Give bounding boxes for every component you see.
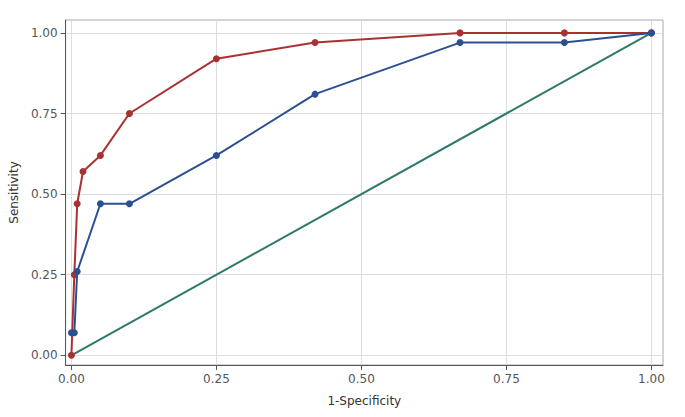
svg-text:0.75: 0.75 (31, 107, 58, 121)
svg-text:0.25: 0.25 (31, 268, 58, 282)
svg-text:1.00: 1.00 (31, 26, 58, 40)
svg-text:0.00: 0.00 (31, 348, 58, 362)
svg-text:1-Specificity: 1-Specificity (327, 394, 401, 408)
svg-text:0.25: 0.25 (203, 372, 230, 386)
svg-text:0.50: 0.50 (348, 372, 375, 386)
svg-text:Sensitivity: Sensitivity (7, 161, 21, 223)
svg-text:1.00: 1.00 (638, 372, 665, 386)
svg-text:0.50: 0.50 (31, 187, 58, 201)
svg-text:0.75: 0.75 (493, 372, 520, 386)
svg-text:0.00: 0.00 (58, 372, 85, 386)
